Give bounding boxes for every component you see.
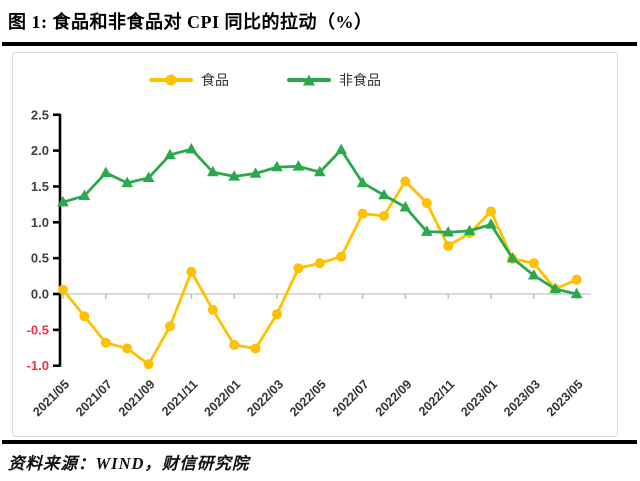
footer-divider-rule (2, 440, 637, 444)
data-point-triangle (121, 176, 133, 188)
triangle-marker-icon (303, 74, 315, 86)
y-tick-label: 2.5 (31, 107, 49, 122)
data-point-circle (165, 321, 175, 332)
circle-marker-icon (165, 74, 177, 86)
title-divider-rule (2, 42, 637, 46)
data-point-triangle (485, 218, 497, 229)
data-point-circle (186, 266, 197, 277)
x-tick-label: 2022/03 (244, 377, 286, 419)
y-tick-label: 0.5 (31, 251, 49, 266)
data-point-triangle (570, 287, 583, 299)
zero-gridline-group (60, 293, 591, 299)
data-point-circle (421, 197, 432, 208)
data-point-circle (79, 311, 90, 322)
line-chart-svg: 2.5 2.0 1.5 1.0 0.5 0.0 -0.5 -1.0 2021/05 2021/07… (27, 107, 591, 419)
data-point-triangle (100, 166, 112, 178)
x-tick-label: 2022/09 (373, 377, 415, 419)
data-point-triangle (335, 143, 347, 155)
data-point-circle (571, 274, 582, 285)
data-point-triangle (314, 165, 326, 177)
data-point-circle (100, 337, 111, 348)
data-point-triangle (164, 148, 176, 160)
y-tick-label: 1.0 (31, 215, 49, 230)
data-point-circle (272, 309, 282, 320)
data-point-triangle (528, 269, 540, 280)
legend-line-sample (287, 74, 331, 86)
data-point-circle (58, 284, 68, 295)
data-point-circle (314, 258, 325, 269)
x-tick-label: 2021/09 (116, 377, 158, 419)
data-point-triangle (356, 176, 369, 188)
y-tick-label: 0.0 (31, 287, 49, 302)
data-point-triangle (378, 188, 390, 200)
x-tick-label: 2022/05 (287, 377, 329, 419)
data-point-circle (443, 240, 454, 251)
data-point-triangle (142, 171, 155, 183)
data-point-triangle (249, 167, 262, 178)
data-point-triangle (549, 282, 561, 294)
data-point-circle (250, 343, 261, 354)
figure-title: 图 1: 食品和非食品对 CPI 同比的拉动（%） (8, 12, 373, 32)
data-point-circle (143, 359, 154, 370)
x-tick-label: 2022/11 (416, 377, 457, 418)
data-point-circle (229, 339, 240, 350)
data-point-triangle (271, 160, 283, 172)
x-tick-label: 2022/01 (201, 377, 243, 419)
data-point-circle (528, 258, 539, 269)
y-tick-label: -1.0 (27, 358, 49, 373)
y-tick-label: 1.5 (31, 179, 49, 194)
y-tick-label: -0.5 (27, 322, 49, 337)
series-line (61, 179, 578, 366)
nonfood-series (57, 142, 583, 299)
chart-legend: 食品 非食品 (0, 70, 567, 90)
data-point-triangle (78, 189, 91, 200)
data-point-triangle (442, 226, 454, 237)
data-point-triangle (292, 160, 305, 171)
data-point-circle (122, 343, 133, 354)
data-point-triangle (228, 170, 240, 181)
data-point-triangle (185, 142, 198, 154)
data-point-triangle (57, 196, 69, 207)
y-axis-group: 2.5 2.0 1.5 1.0 0.5 0.0 -0.5 -1.0 (27, 107, 62, 373)
x-tick-label: 2023/05 (544, 377, 586, 419)
data-point-circle (379, 210, 389, 221)
legend-label: 非食品 (339, 72, 381, 88)
source-note: 资料来源：WIND，财信研究院 (8, 454, 250, 473)
x-tick-label: 2023/03 (501, 377, 543, 419)
legend-item-food[interactable]: 食品 (149, 70, 229, 90)
chart-area: 食品 非食品 2.5 2.0 1.5 1.0 0.5 0.0 -0.5 -1.0 2021/05 2… (12, 52, 618, 437)
y-tick-label: 2.0 (31, 143, 49, 158)
data-point-triangle (207, 165, 219, 177)
data-point-circle (293, 263, 304, 274)
legend-item-nonfood[interactable]: 非食品 (287, 70, 381, 90)
data-point-triangle (399, 201, 412, 212)
x-tick-label: 2021/05 (30, 377, 72, 419)
x-axis-labels-group: 2021/05 2021/07 2021/09 2021/11 2022/01 2022/… (30, 377, 585, 419)
x-tick-label: 2021/07 (73, 377, 115, 419)
data-point-circle (207, 304, 218, 315)
data-point-circle (357, 208, 368, 219)
food-series (58, 176, 582, 370)
data-point-triangle (506, 251, 519, 263)
data-point-circle (400, 176, 411, 187)
data-point-triangle (421, 225, 433, 236)
legend-line-sample (149, 74, 193, 86)
x-tick-label: 2023/01 (458, 377, 500, 419)
x-tick-label: 2022/07 (330, 377, 372, 419)
data-point-circle (486, 206, 496, 217)
x-tick-label: 2021/11 (159, 377, 200, 418)
data-point-circle (336, 251, 347, 262)
legend-label: 食品 (201, 72, 229, 88)
data-point-triangle (463, 224, 476, 236)
